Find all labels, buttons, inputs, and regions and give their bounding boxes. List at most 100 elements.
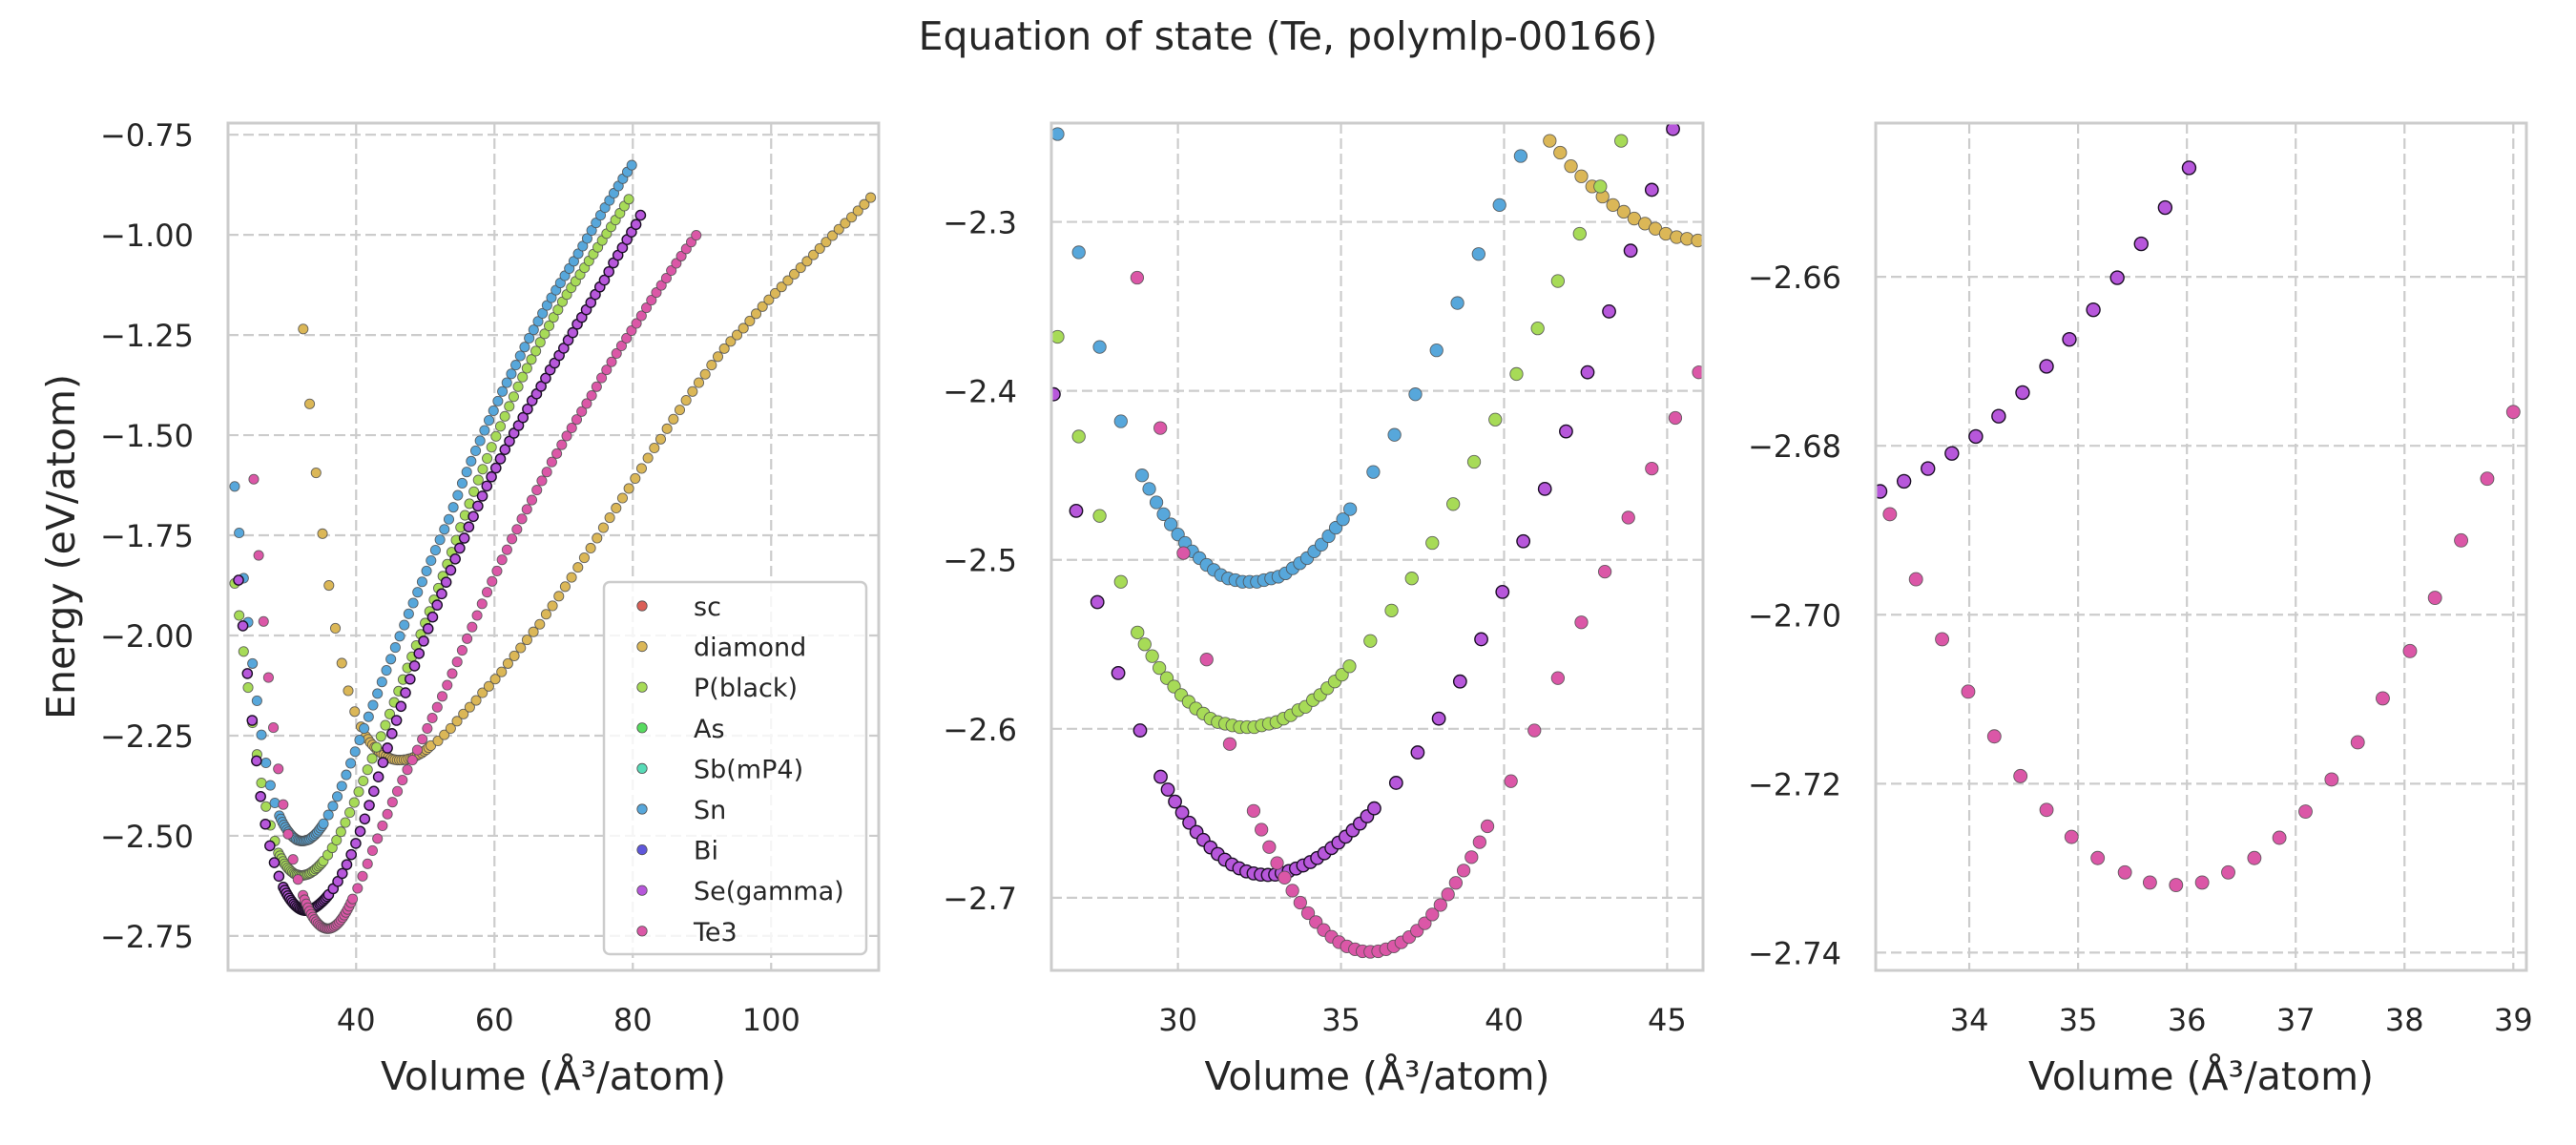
series-p-black [1051, 134, 1629, 735]
data-point-te3 [287, 854, 299, 865]
data-point-sn [234, 527, 245, 539]
data-point-diamond [725, 336, 737, 347]
data-point-diamond [553, 591, 565, 602]
data-point-sn [452, 489, 464, 501]
data-point-se-gamma [1111, 665, 1126, 680]
data-point-p-black [472, 474, 484, 486]
data-point-te3 [347, 893, 359, 905]
data-point-sn [434, 534, 446, 546]
axes-frame [1049, 121, 1705, 972]
x-tick-label: 36 [2168, 1002, 2207, 1038]
data-point-te3 [1255, 822, 1269, 837]
data-point-se-gamma [372, 771, 384, 783]
series-se-gamma [1051, 123, 1680, 883]
data-point-sn [461, 467, 472, 478]
data-point-sn [256, 729, 267, 740]
data-point-p-black [353, 786, 364, 798]
data-point-te3 [1504, 774, 1518, 788]
data-point-te3 [1270, 856, 1284, 870]
data-point-p-black [504, 401, 515, 412]
data-point-diamond [859, 198, 870, 210]
data-point-diamond [451, 716, 463, 727]
axes-frame [1874, 121, 2528, 972]
y-tick-label: −2.74 [1748, 935, 1841, 971]
data-point-sn [1134, 468, 1150, 483]
data-point-se-gamma [354, 825, 366, 838]
data-point-sn [1156, 507, 1171, 522]
data-point-p-black [482, 452, 493, 464]
data-point-te3 [2064, 829, 2079, 844]
data-point-se-gamma [422, 623, 434, 635]
data-point-se-gamma [255, 790, 266, 802]
series-te3 [1882, 405, 2521, 893]
data-point-se-gamma [1991, 408, 2006, 424]
data-point-se-gamma [1410, 745, 1425, 760]
data-point-diamond [528, 626, 539, 637]
data-point-te3 [1433, 898, 1447, 912]
data-point-sn [421, 565, 432, 576]
data-point-p-black [362, 764, 373, 776]
data-point-diamond [470, 695, 482, 706]
data-point-diamond [489, 674, 501, 685]
legend-marker-sc [636, 600, 648, 612]
data-point-se-gamma [1602, 304, 1616, 319]
data-point-te3 [1986, 729, 2002, 744]
data-point-sn [537, 307, 549, 319]
data-point-te3 [1199, 653, 1214, 667]
legend-item-p-black: P(black) [636, 674, 798, 703]
y-tick-label: −2.00 [100, 618, 194, 655]
data-point-diamond [329, 622, 342, 634]
data-point-te3 [278, 799, 289, 810]
data-point-p-black [260, 801, 272, 812]
data-point-se-gamma [1968, 428, 1984, 445]
data-point-diamond [502, 657, 513, 669]
data-point-diamond [496, 666, 508, 677]
data-point-te3 [507, 533, 518, 545]
data-point-p-black [534, 337, 546, 348]
data-point-te3 [467, 621, 478, 633]
legend-item-diamond: diamond [636, 634, 806, 663]
data-point-te3 [521, 504, 532, 515]
data-point-p-black [375, 731, 386, 742]
data-point-sn [439, 524, 450, 535]
data-point-se-gamma [1921, 461, 1936, 476]
data-point-se-gamma [535, 381, 547, 392]
data-point-diamond [795, 262, 806, 274]
data-point-p-black [256, 777, 267, 789]
legend-label: Te3 [693, 918, 737, 947]
data-point-diamond [303, 398, 316, 409]
x-tick-label: 35 [2059, 1002, 2098, 1038]
data-point-sn [385, 654, 397, 665]
data-point-se-gamma [634, 209, 647, 221]
data-point-te3 [1527, 723, 1542, 738]
data-point-sn [372, 688, 384, 699]
data-point-te3 [1480, 819, 1495, 834]
data-point-sn [1366, 465, 1381, 479]
data-point-diamond [432, 735, 444, 746]
data-point-sn [1513, 149, 1528, 163]
data-point-te3 [426, 712, 438, 724]
data-point-se-gamma [273, 870, 285, 883]
data-point-p-black [1446, 497, 1461, 511]
data-point-te3 [1448, 876, 1464, 890]
data-point-sn [345, 758, 357, 769]
data-point-te3 [491, 565, 503, 576]
data-point-se-gamma [567, 326, 579, 339]
data-point-sn [341, 769, 352, 781]
data-point-diamond [1564, 158, 1578, 174]
data-point-te3 [1961, 684, 1976, 699]
data-point-te3 [1130, 270, 1145, 285]
scatter-points [229, 159, 877, 934]
data-point-se-gamma [2133, 236, 2149, 252]
data-point-sn [381, 664, 392, 677]
data-point-diamond [515, 642, 527, 654]
data-point-sn [626, 159, 637, 171]
data-point-te3 [1597, 564, 1612, 579]
data-point-sn [510, 360, 522, 371]
data-point-p-black [358, 775, 369, 786]
data-point-diamond [336, 657, 347, 669]
data-point-te3 [646, 295, 657, 306]
axes-frame [226, 121, 881, 972]
data-point-se-gamma [1367, 801, 1381, 816]
data-point-te3 [262, 672, 274, 683]
